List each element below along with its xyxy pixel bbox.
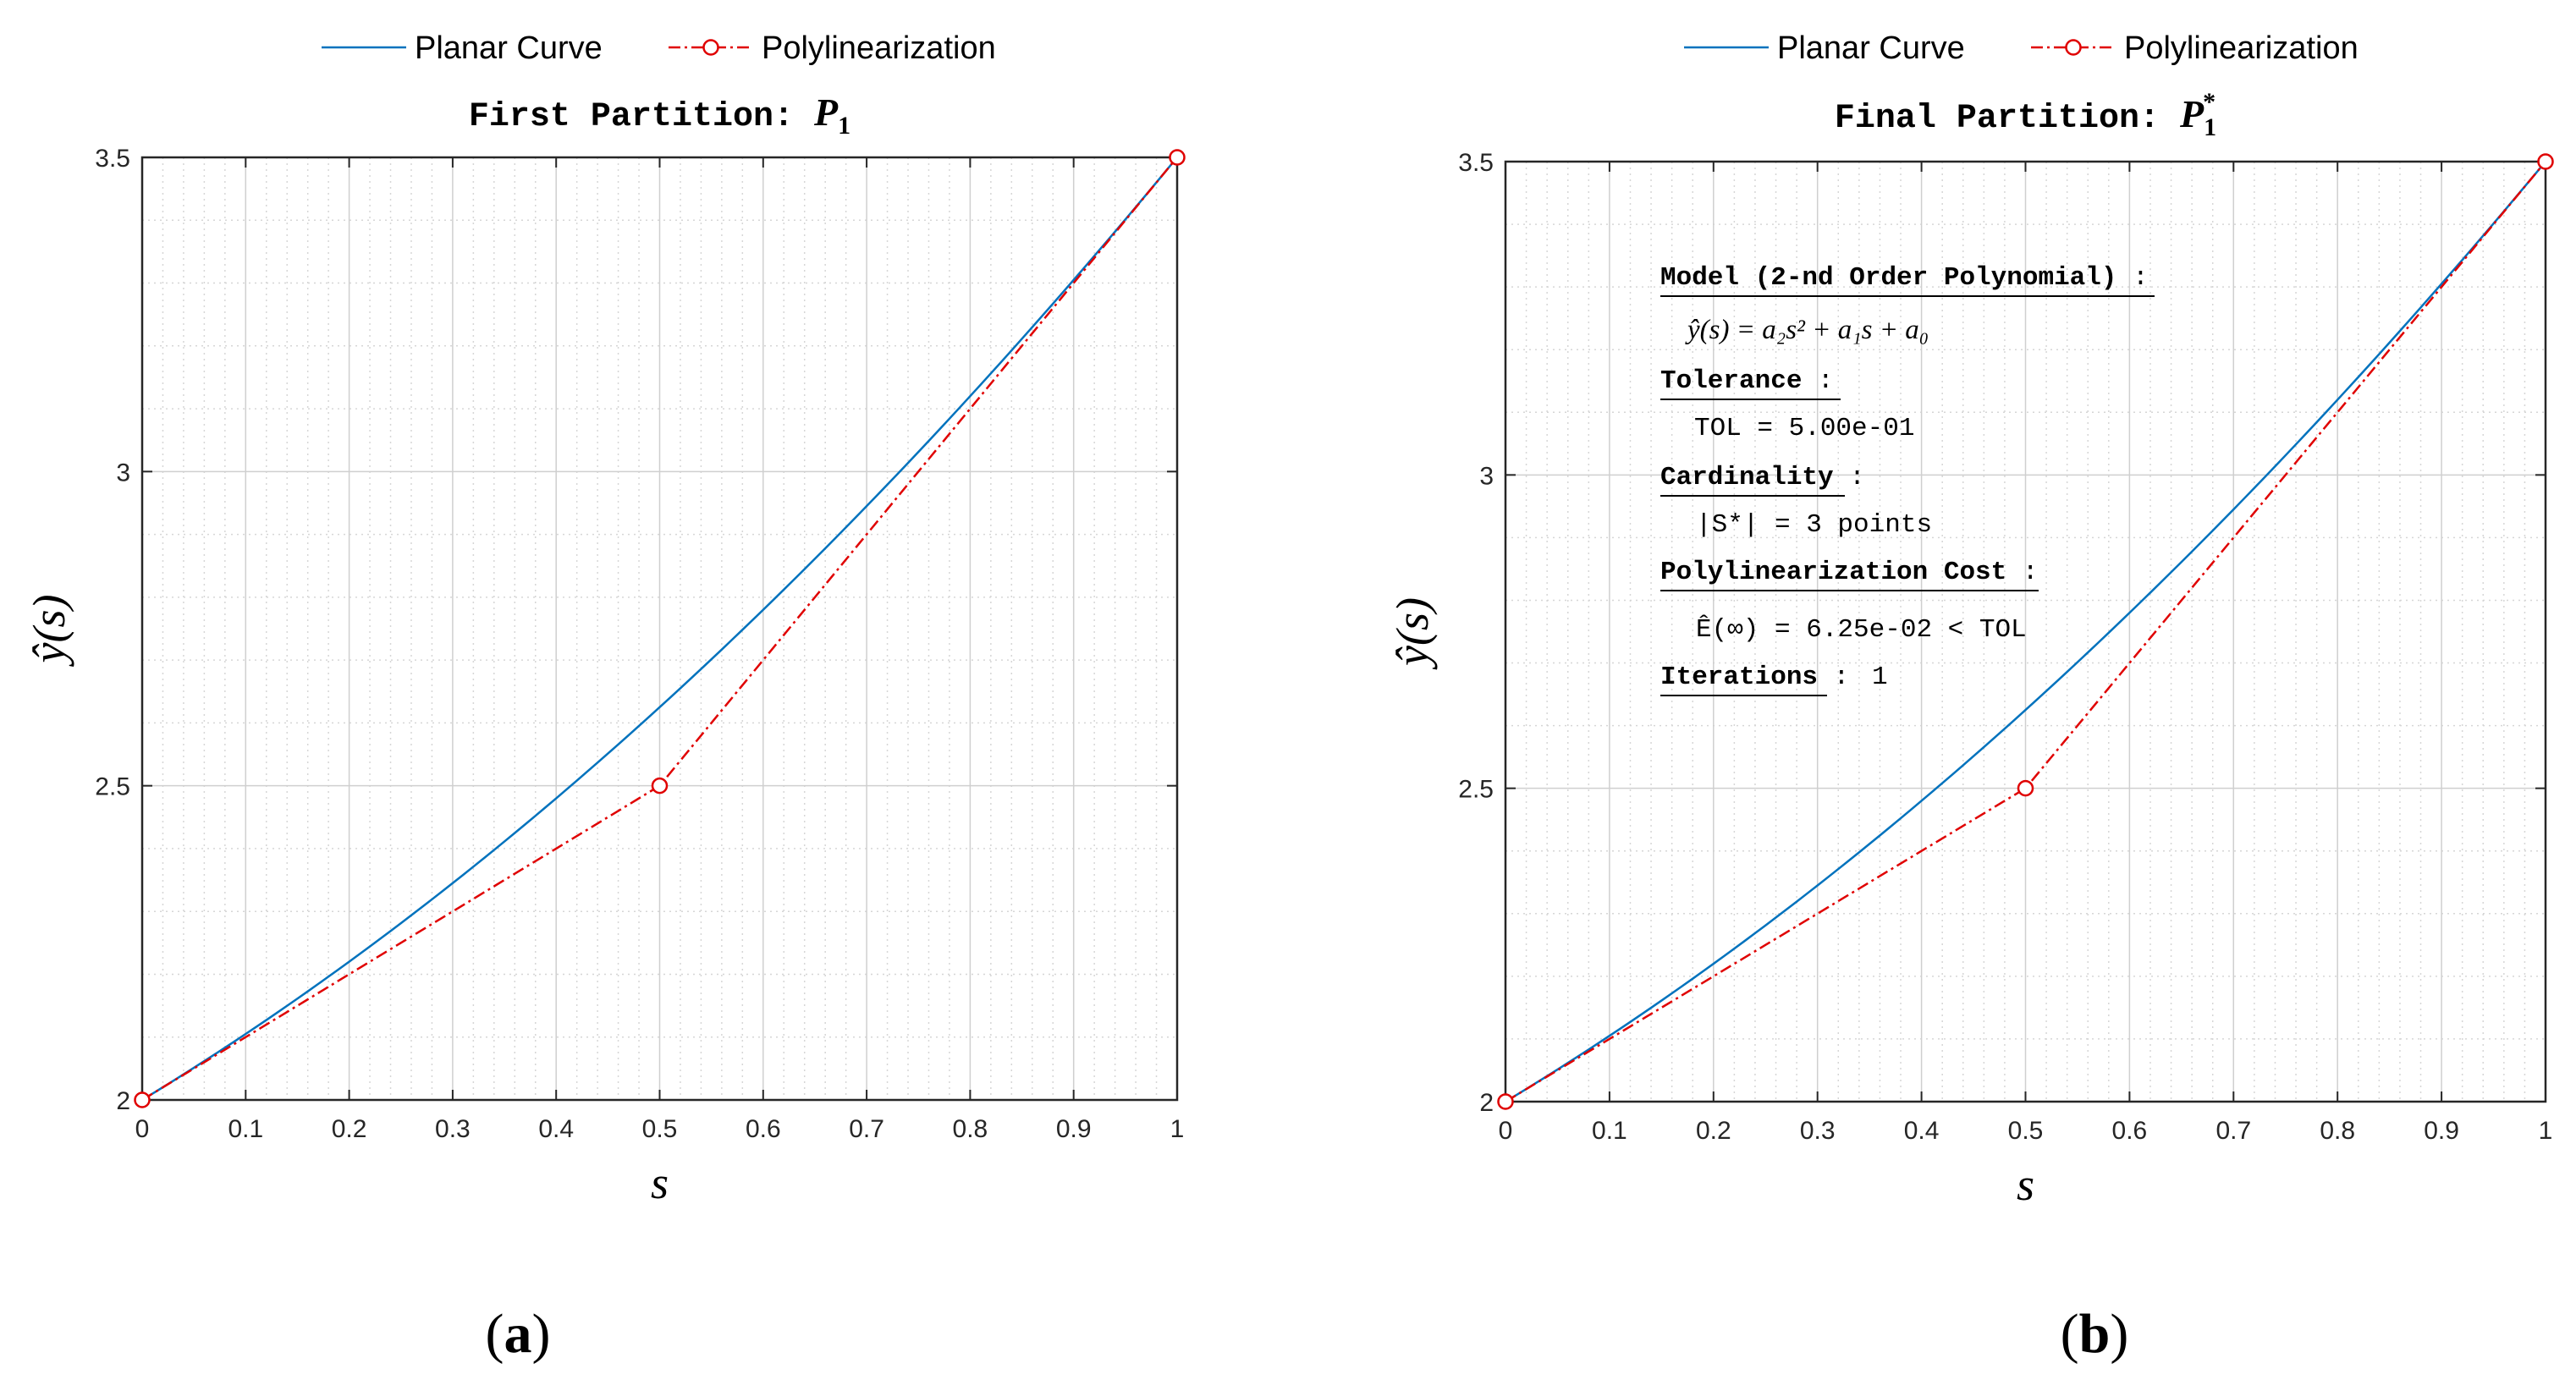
x-tick-label: 0.2 bbox=[332, 1115, 367, 1143]
panel-label-letter: b bbox=[2079, 1303, 2111, 1365]
chart-title-text: First Partition: bbox=[469, 98, 814, 136]
chart-title-subscript: 1 bbox=[2204, 113, 2216, 141]
x-tick-label: 0.5 bbox=[642, 1115, 678, 1143]
x-tick-label: 0.6 bbox=[746, 1115, 781, 1143]
chart-title-math: P bbox=[813, 91, 839, 134]
x-axis-label: s bbox=[2017, 1159, 2034, 1210]
annotation-separator: : bbox=[2117, 263, 2149, 293]
x-tick-label: 0.5 bbox=[2008, 1117, 2044, 1145]
legend-marker-polylinearization bbox=[702, 39, 719, 56]
y-axis-label: ŷ(s) bbox=[24, 595, 74, 668]
x-tick-label: 0.1 bbox=[1592, 1117, 1627, 1145]
annotation-iterations-heading: Iterations : bbox=[1660, 663, 1849, 692]
series-planar-curve bbox=[141, 157, 1178, 1102]
panel-label-paren: ) bbox=[2110, 1303, 2128, 1365]
x-tick-label: 1 bbox=[1170, 1115, 1185, 1143]
minor-grid bbox=[142, 157, 1177, 1100]
x-tick-label: 0.8 bbox=[2320, 1117, 2355, 1145]
legend: Planar Curve Polylinearization bbox=[1684, 30, 2359, 66]
annotation-model-heading: Model (2-nd Order Polynomial) : bbox=[1660, 263, 2149, 293]
legend-entry-planar-curve: Planar Curve bbox=[415, 30, 603, 66]
chart-panel-a: 0 0.1 0.2 0.3 0.4 0.5 0.6 0.7 0.8 0.9 1 2 2.5 3 3.5 s ŷ(… bbox=[24, 30, 1186, 1365]
legend-marker-polylinearization bbox=[2065, 39, 2082, 56]
panel-label-paren: ( bbox=[2061, 1303, 2079, 1365]
annotation-model-formula: ŷ(s) = a₂s² + a₁s + a₀ bbox=[1685, 315, 1929, 345]
polylinearization-point bbox=[1497, 1093, 1514, 1110]
chart-title-math: P bbox=[2179, 92, 2204, 135]
y-axis-label: ŷ(s) bbox=[1387, 597, 1438, 670]
annotation-separator: : bbox=[1802, 366, 1833, 396]
minor-grid bbox=[1505, 162, 2546, 1102]
legend-entry-polylinearization: Polylinearization bbox=[762, 30, 996, 66]
annotation-box: Model (2-nd Order Polynomial) :Tolerance… bbox=[1660, 263, 2155, 696]
x-tick-label: 0.1 bbox=[228, 1115, 263, 1143]
y-tick-label: 2 bbox=[1479, 1089, 1494, 1117]
x-tick-label: 0.3 bbox=[1800, 1117, 1836, 1145]
annotation-cardinality-heading: Cardinality : bbox=[1660, 463, 1865, 492]
annotation-cardinality-value: |S*| = 3 points bbox=[1696, 510, 1932, 540]
x-tick-label: 0.7 bbox=[849, 1115, 884, 1143]
annotation-cost-value: Ê(∞) = 6.25e-02 < TOL bbox=[1696, 613, 2027, 645]
legend-entry-polylinearization: Polylinearization bbox=[2124, 30, 2359, 66]
polylinearization-point bbox=[651, 777, 669, 794]
panel-label-paren: ( bbox=[486, 1303, 504, 1365]
chart-title-superscript: * bbox=[2203, 88, 2215, 116]
chart-title: First Partition: P1 bbox=[469, 91, 850, 140]
annotation-heading-text: Iterations bbox=[1660, 663, 1818, 692]
y-tick-label: 2.5 bbox=[1458, 776, 1494, 804]
annotation-heading-text: Cardinality bbox=[1660, 463, 1834, 492]
annotation-tolerance-value: TOL = 5.00e-01 bbox=[1694, 414, 1914, 443]
y-tick-label: 3.5 bbox=[1458, 149, 1494, 177]
x-axis-label: s bbox=[651, 1157, 669, 1208]
panel-label-letter: a bbox=[504, 1303, 532, 1365]
x-tick-label: 0.9 bbox=[2424, 1117, 2459, 1145]
series-polylinearization bbox=[1505, 161, 2546, 1103]
chart-panel-b: 0 0.1 0.2 0.3 0.4 0.5 0.6 0.7 0.8 0.9 1 2 2.5 3 3.5 s ŷ(… bbox=[1387, 30, 2554, 1365]
legend: Planar Curve Polylinearization bbox=[322, 30, 996, 66]
legend-entry-planar-curve: Planar Curve bbox=[1777, 30, 1965, 66]
polylinearization-point bbox=[134, 1091, 151, 1108]
annotation-separator: : bbox=[2006, 558, 2038, 587]
y-tick-label: 3 bbox=[116, 459, 130, 487]
chart-title: Final Partition: P1* bbox=[1835, 88, 2216, 141]
x-tick-label: 0.9 bbox=[1056, 1115, 1092, 1143]
x-tick-label: 0 bbox=[135, 1115, 150, 1143]
annotation-tolerance-heading: Tolerance : bbox=[1660, 366, 1834, 396]
y-tick-label: 2 bbox=[116, 1087, 130, 1115]
polylinearization-point bbox=[1169, 149, 1186, 166]
x-tick-label: 0.6 bbox=[2112, 1117, 2148, 1145]
y-tick-label: 2.5 bbox=[95, 773, 130, 801]
x-tick-label: 0.4 bbox=[538, 1115, 574, 1143]
annotation-heading-text: Polylinearization Cost bbox=[1660, 558, 2006, 587]
y-tick-label: 3.5 bbox=[95, 145, 130, 173]
annotation-separator: : bbox=[1818, 663, 1849, 692]
annotation-heading-text: Tolerance bbox=[1660, 366, 1802, 396]
x-tick-label: 0.8 bbox=[953, 1115, 988, 1143]
panel-label: (b) bbox=[2061, 1303, 2129, 1365]
annotation-cost-heading: Polylinearization Cost : bbox=[1660, 558, 2039, 587]
annotation-heading-text: Model (2-nd Order Polynomial) bbox=[1660, 263, 2117, 293]
x-tick-label: 0.3 bbox=[435, 1115, 471, 1143]
polylinearization-point bbox=[2017, 779, 2034, 797]
annotation-iterations-value: 1 bbox=[1872, 663, 1888, 692]
x-tick-label: 0.2 bbox=[1696, 1117, 1731, 1145]
panel-label: (a) bbox=[486, 1303, 551, 1365]
panel-label-paren: ) bbox=[532, 1303, 551, 1365]
x-tick-label: 0 bbox=[1499, 1117, 1513, 1145]
annotation-separator: : bbox=[1834, 463, 1865, 492]
series-planar-curve bbox=[1505, 161, 2546, 1103]
x-tick-label: 1 bbox=[2539, 1117, 2553, 1145]
x-tick-label: 0.4 bbox=[1904, 1117, 1940, 1145]
chart-title-subscript: 1 bbox=[838, 112, 850, 140]
polylinearization-point bbox=[2537, 153, 2554, 170]
chart-title-text: Final Partition: bbox=[1835, 100, 2180, 138]
x-tick-label: 0.7 bbox=[2215, 1117, 2251, 1145]
y-tick-label: 3 bbox=[1479, 462, 1494, 490]
